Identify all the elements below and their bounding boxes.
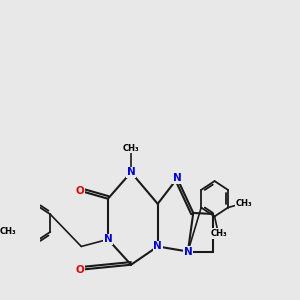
Text: N: N	[153, 242, 162, 251]
Text: N: N	[184, 247, 192, 256]
Text: O: O	[75, 265, 84, 275]
Text: O: O	[75, 186, 84, 196]
Text: CH₃: CH₃	[236, 199, 252, 208]
Text: N: N	[103, 234, 112, 244]
Text: CH₃: CH₃	[0, 227, 16, 236]
Text: N: N	[127, 167, 135, 177]
Text: N: N	[173, 173, 182, 183]
Text: CH₃: CH₃	[210, 229, 227, 238]
Text: CH₃: CH₃	[123, 144, 140, 153]
